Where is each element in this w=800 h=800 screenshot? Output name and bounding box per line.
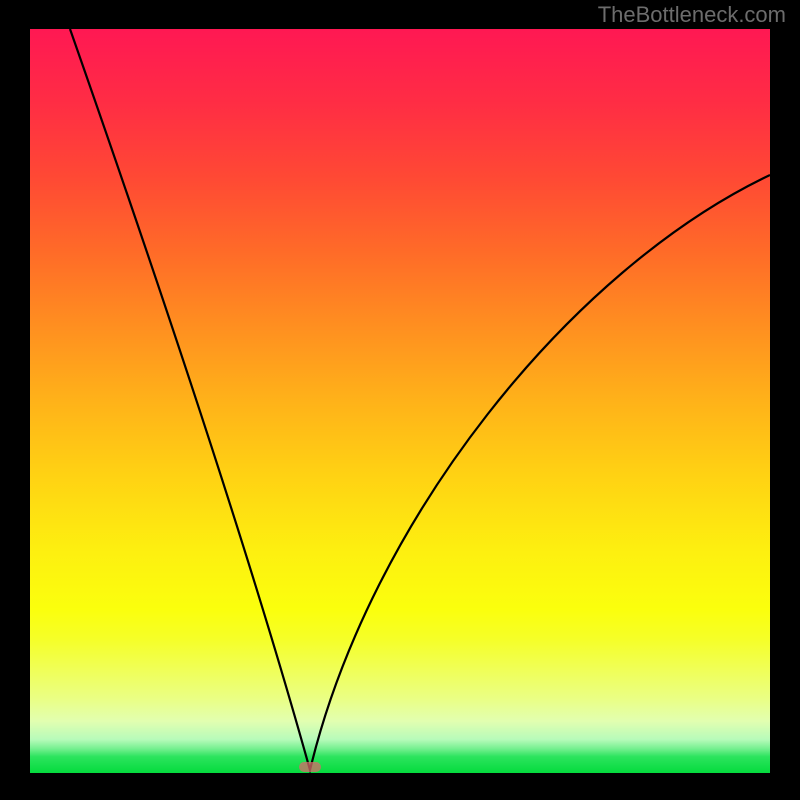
optimum-marker (299, 762, 321, 772)
gradient-background (30, 29, 770, 773)
bottleneck-curve-plot (0, 0, 800, 800)
chart-container: TheBottleneck.com (0, 0, 800, 800)
watermark-text: TheBottleneck.com (598, 2, 786, 28)
